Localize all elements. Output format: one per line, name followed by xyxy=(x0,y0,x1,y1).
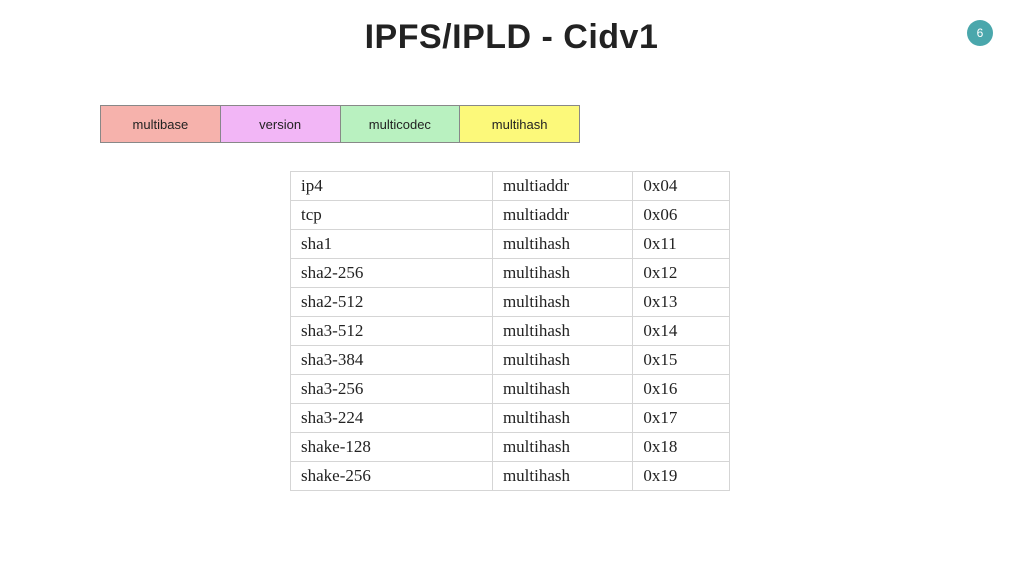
table-row: shake-128 multihash 0x18 xyxy=(291,433,730,462)
slide: 6 IPFS/IPLD - Cidv1 multibase version mu… xyxy=(0,0,1023,576)
table-row: sha3-256 multihash 0x16 xyxy=(291,375,730,404)
page-title: IPFS/IPLD - Cidv1 xyxy=(0,18,1023,57)
cell-code: 0x17 xyxy=(633,404,730,433)
cell-type: multihash xyxy=(492,375,632,404)
cell-name: shake-128 xyxy=(291,433,493,462)
table-row: sha3-224 multihash 0x17 xyxy=(291,404,730,433)
cell-code: 0x19 xyxy=(633,462,730,491)
cell-name: sha3-384 xyxy=(291,346,493,375)
table-row: sha3-384 multihash 0x15 xyxy=(291,346,730,375)
cell-name: sha3-256 xyxy=(291,375,493,404)
cell-type: multihash xyxy=(492,346,632,375)
cid-segment-bar: multibase version multicodec multihash xyxy=(100,105,580,143)
cell-code: 0x16 xyxy=(633,375,730,404)
table-row: sha3-512 multihash 0x14 xyxy=(291,317,730,346)
cell-name: sha2-512 xyxy=(291,288,493,317)
cell-code: 0x04 xyxy=(633,172,730,201)
codec-table-container: ip4 multiaddr 0x04 tcp multiaddr 0x06 sh… xyxy=(290,171,730,491)
table-row: ip4 multiaddr 0x04 xyxy=(291,172,730,201)
cell-name: sha3-224 xyxy=(291,404,493,433)
cell-type: multihash xyxy=(492,404,632,433)
table-row: sha2-512 multihash 0x13 xyxy=(291,288,730,317)
table-row: sha2-256 multihash 0x12 xyxy=(291,259,730,288)
cell-type: multiaddr xyxy=(492,172,632,201)
page-number: 6 xyxy=(977,26,984,40)
table-row: sha1 multihash 0x11 xyxy=(291,230,730,259)
cell-name: tcp xyxy=(291,201,493,230)
segment-multihash: multihash xyxy=(460,106,579,142)
cell-code: 0x14 xyxy=(633,317,730,346)
cell-type: multihash xyxy=(492,317,632,346)
cell-code: 0x12 xyxy=(633,259,730,288)
cell-code: 0x06 xyxy=(633,201,730,230)
cell-code: 0x15 xyxy=(633,346,730,375)
segment-multicodec: multicodec xyxy=(341,106,461,142)
cell-type: multihash xyxy=(492,259,632,288)
cell-code: 0x13 xyxy=(633,288,730,317)
segment-version: version xyxy=(221,106,341,142)
cell-type: multihash xyxy=(492,230,632,259)
cell-name: shake-256 xyxy=(291,462,493,491)
cell-name: sha1 xyxy=(291,230,493,259)
cell-code: 0x11 xyxy=(633,230,730,259)
page-number-badge: 6 xyxy=(967,20,993,46)
cell-code: 0x18 xyxy=(633,433,730,462)
cell-type: multihash xyxy=(492,288,632,317)
cell-type: multihash xyxy=(492,433,632,462)
segment-multibase: multibase xyxy=(101,106,221,142)
codec-table: ip4 multiaddr 0x04 tcp multiaddr 0x06 sh… xyxy=(290,171,730,491)
cell-type: multihash xyxy=(492,462,632,491)
cell-name: ip4 xyxy=(291,172,493,201)
table-row: shake-256 multihash 0x19 xyxy=(291,462,730,491)
cell-name: sha2-256 xyxy=(291,259,493,288)
cell-name: sha3-512 xyxy=(291,317,493,346)
cell-type: multiaddr xyxy=(492,201,632,230)
table-row: tcp multiaddr 0x06 xyxy=(291,201,730,230)
